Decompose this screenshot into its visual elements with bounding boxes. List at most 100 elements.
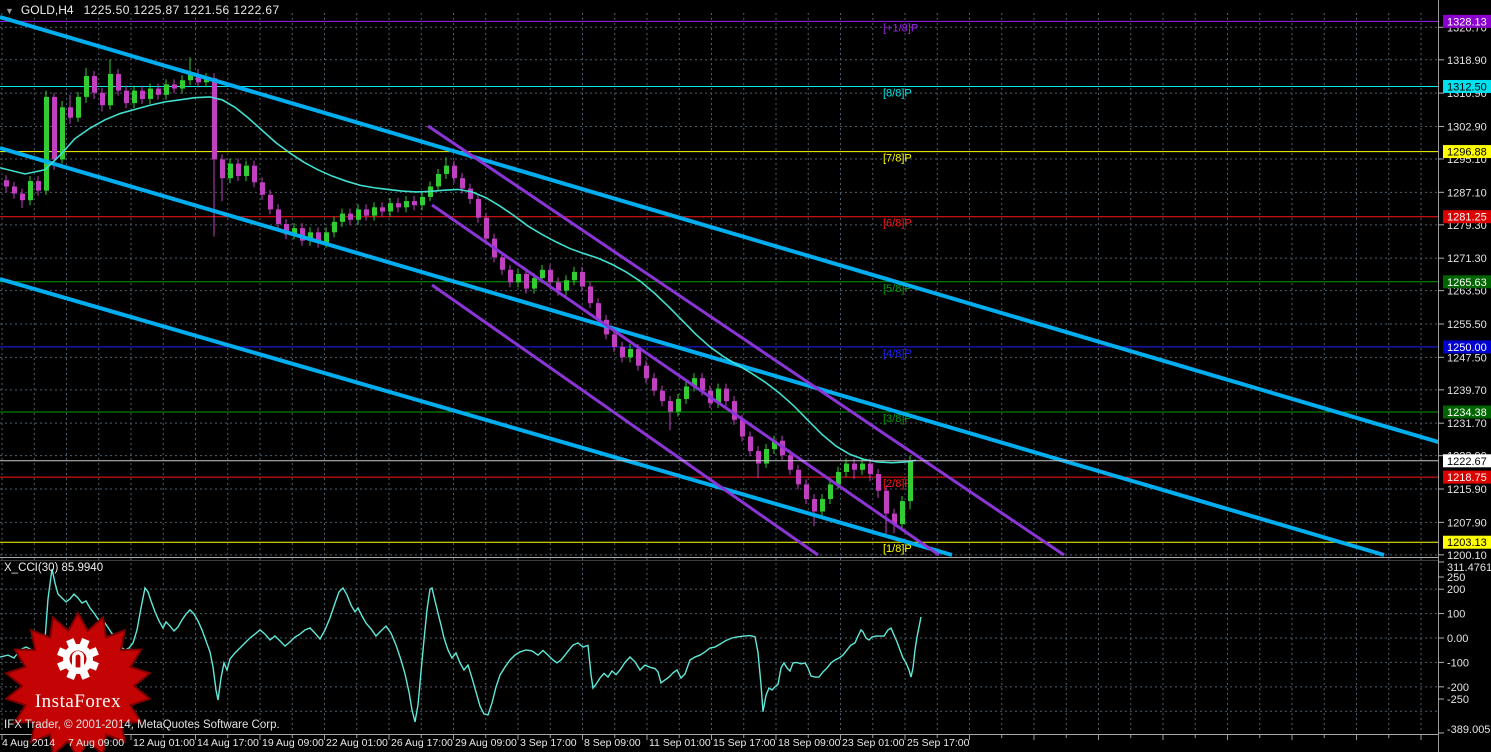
candle-body-bear	[36, 181, 41, 191]
cyan-trendline	[0, 146, 1385, 557]
murrey-badge-+1/8-bg	[1443, 14, 1491, 28]
candle-body-bear	[804, 484, 809, 500]
candle-body-bear	[116, 73, 121, 91]
candle-body-bear	[652, 378, 657, 391]
candle-body-bull	[540, 269, 545, 279]
candle-body-bull	[676, 398, 681, 412]
candle-body-bear	[580, 271, 585, 287]
murrey-badge-3/8-text: 1234.38	[1447, 407, 1487, 419]
time-label: 11 Sep 01:00	[649, 737, 711, 749]
murrey-badge-7/8-bg	[1443, 145, 1491, 159]
candle-body-bear	[892, 513, 897, 525]
candle-body-bull	[340, 213, 345, 222]
candle-body-bull	[132, 90, 137, 104]
candle-body-bear	[140, 90, 145, 99]
murrey-badge-4/8-text: 1250.00	[1447, 342, 1487, 354]
chart-dropdown-icon[interactable]: ▼	[5, 6, 14, 16]
candle-body-bear	[172, 84, 177, 89]
candle-body-bear	[300, 228, 305, 241]
time-label: 8 Sep 09:00	[584, 737, 641, 749]
candle-body-bear	[260, 182, 265, 195]
price-tick-label: 1302.90	[1447, 121, 1487, 133]
cci-tick-label: 0.00	[1447, 633, 1468, 645]
price-tick-label: 1255.50	[1447, 319, 1487, 331]
candle-body-bear	[596, 303, 601, 320]
star-polygon	[4, 610, 152, 752]
candle-body-bear	[268, 194, 273, 210]
instaforex-logo-text: InstaForex	[35, 691, 121, 712]
murrey-badge-1/8-text: 1203.13	[1447, 537, 1487, 549]
candle-body-bear	[4, 180, 9, 187]
cci-tick-label: -200	[1447, 682, 1469, 694]
candle-body-bear	[852, 463, 857, 470]
cci-tick-label: 250	[1447, 572, 1465, 584]
candle-body-bull	[836, 471, 841, 485]
candle-body-bear	[548, 269, 553, 283]
violet-trendline	[431, 283, 819, 557]
murrey-label-4/8: [4/8]P	[883, 348, 912, 360]
murrey-badge-6/8-text: 1281.25	[1447, 212, 1487, 224]
candle-body-bear	[724, 388, 729, 402]
candle-body-bear	[732, 401, 737, 420]
price-tick-label: 1318.90	[1447, 55, 1487, 67]
candle-body-bear	[484, 217, 489, 239]
time-label: 12 Aug 01:00	[133, 737, 195, 749]
murrey-badge-2/8-text: 1218.75	[1447, 472, 1487, 484]
candle-body-bull	[444, 165, 449, 174]
price-tick-label: 1247.50	[1447, 352, 1487, 364]
candle-body-bull	[164, 84, 169, 95]
ohlc-values: 1225.50 1225.87 1221.56 1222.67	[83, 3, 280, 17]
cci-tick-label: -250	[1447, 694, 1469, 706]
candle-body-bear	[460, 178, 465, 189]
candle-body-bull	[532, 278, 537, 289]
cci-tick-label: -100	[1447, 657, 1469, 669]
time-label: 23 Sep 01:00	[842, 737, 905, 749]
time-label: 14 Aug 17:00	[197, 737, 259, 749]
murrey-badge-+1/8-text: 1328.13	[1447, 16, 1487, 28]
candle-body-bull	[692, 378, 697, 387]
candle-body-bear	[556, 282, 561, 291]
price-tick-label: 1200.10	[1447, 550, 1487, 562]
candle-body-bear	[500, 257, 505, 270]
candle-body-bear	[212, 78, 217, 160]
candle-body-bear	[396, 203, 401, 208]
candle-body-bull	[628, 348, 633, 358]
candle-body-bear	[612, 334, 617, 347]
price-axis: 1326.701318.901310.901302.901295.101287.…	[1438, 0, 1491, 752]
moving-average-line	[0, 96, 917, 464]
candle-body-bear	[92, 76, 97, 93]
candle-body-bear	[476, 198, 481, 218]
chart-title-bar: ▼ GOLD,H4 1225.50 1225.87 1221.56 1222.67	[5, 3, 280, 17]
price-tick-label: 1263.50	[1447, 286, 1487, 298]
time-label: 7 Aug 09:00	[68, 737, 125, 749]
candle-body-bull	[564, 280, 569, 291]
murrey-badge-5/8-text: 1265.63	[1447, 277, 1487, 289]
candle-body-bull	[108, 73, 113, 106]
instaforex-logo: InstaForex	[4, 610, 152, 752]
candle-body-bear	[876, 474, 881, 491]
candle-body-bear	[620, 346, 625, 358]
candle-body-bull	[308, 232, 313, 241]
cci-indicator-name: X_CCI(30)	[4, 562, 59, 574]
cyan-trendline	[0, 15, 1445, 446]
candle-body-bear	[348, 213, 353, 220]
murrey-label-6/8: [6/8]P	[883, 218, 912, 230]
time-label: 19 Aug 09:00	[262, 737, 324, 749]
candle-body-bear	[124, 90, 129, 104]
candle-body-bull	[180, 80, 185, 89]
candle-body-bear	[812, 499, 817, 512]
candle-body-bull	[76, 96, 81, 118]
candle-body-bear	[636, 348, 641, 366]
cci-indicator-label: X_CCI(30) 85.9940	[4, 562, 103, 574]
price-tick-label: 1326.70	[1447, 22, 1487, 34]
cci-line	[0, 568, 922, 723]
candle-body-bear	[588, 286, 593, 304]
cci-tick-label: -389.0059	[1447, 724, 1491, 736]
symbol-timeframe-label: GOLD,H4	[20, 3, 74, 17]
candle-body-bear	[740, 419, 745, 437]
candle-body-bull	[684, 386, 689, 399]
candle-body-bull	[572, 271, 577, 281]
price-tick-label: 1287.10	[1447, 187, 1487, 199]
